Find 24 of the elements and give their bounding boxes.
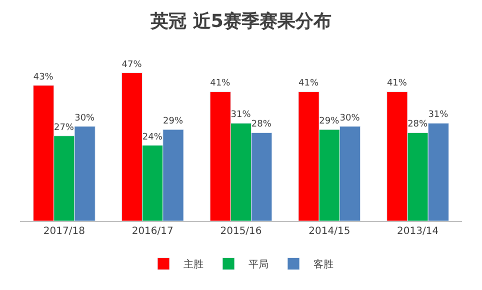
chart-title: 英冠 近5赛季赛果分布 <box>150 11 332 32</box>
data-label: 41% <box>210 78 231 89</box>
x-tick-label: 2013/14 <box>397 226 439 237</box>
data-label: 43% <box>33 72 54 82</box>
data-label: 31% <box>428 110 449 120</box>
legend-label: 平局 <box>248 260 268 271</box>
data-label: 29% <box>163 116 184 127</box>
x-tick-label: 2015/16 <box>220 226 262 237</box>
data-label: 29% <box>319 116 340 127</box>
x-tick-label: 2016/17 <box>132 226 174 237</box>
data-label: 28% <box>251 120 272 130</box>
data-label: 41% <box>386 78 408 89</box>
x-tick-label: 2017/18 <box>43 226 85 237</box>
data-label: 28% <box>408 120 428 130</box>
x-tick-label: 2014/15 <box>308 226 350 237</box>
data-label: 30% <box>340 113 360 124</box>
data-label: 31% <box>230 110 252 120</box>
data-label: 30% <box>74 113 96 124</box>
data-label: 47% <box>122 60 142 70</box>
data-label: 24% <box>142 132 163 142</box>
data-label: 41% <box>298 78 319 89</box>
data-label: 27% <box>54 122 74 133</box>
legend-label: 客胜 <box>314 258 334 271</box>
legend-label: 主胜 <box>184 258 204 271</box>
